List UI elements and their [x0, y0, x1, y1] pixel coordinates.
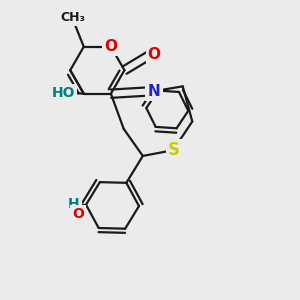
Text: CH₃: CH₃: [60, 11, 85, 23]
Text: O: O: [104, 39, 117, 54]
Text: H: H: [68, 197, 80, 211]
Text: S: S: [168, 141, 180, 159]
Text: O: O: [72, 207, 84, 221]
Text: O: O: [148, 47, 160, 62]
Text: HO: HO: [51, 86, 75, 100]
Text: N: N: [148, 84, 160, 99]
